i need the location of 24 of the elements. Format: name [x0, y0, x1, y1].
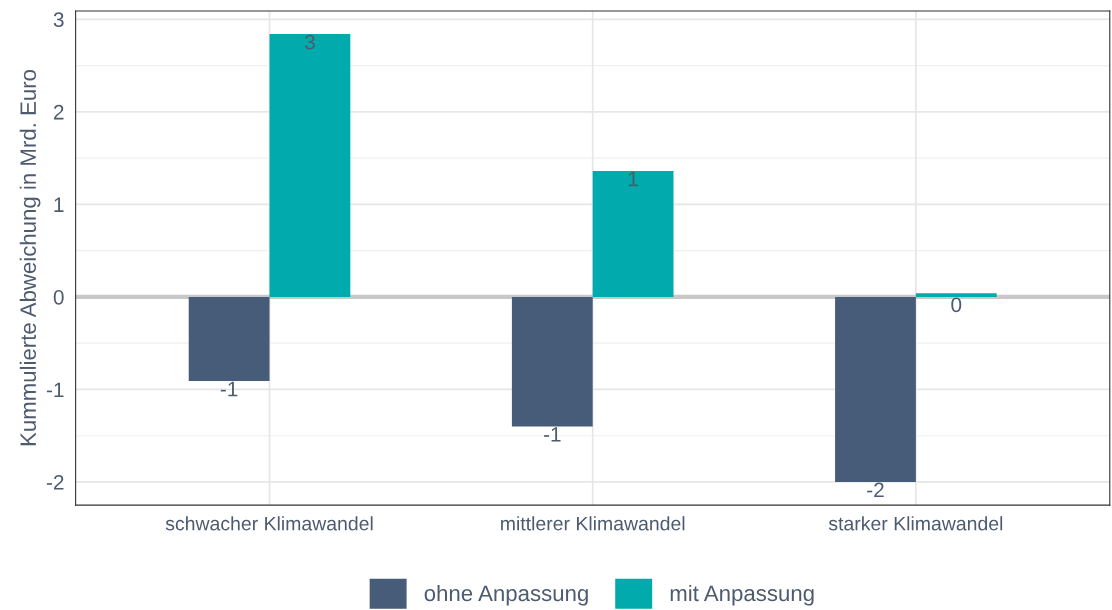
bar	[915, 293, 997, 297]
y-tick-label: -2	[46, 474, 64, 490]
data-label: 1	[628, 171, 638, 187]
y-tick-label: -1	[46, 382, 64, 397]
y-axis-title: Kummulierte Abweichung in Mrd. Euro	[19, 69, 41, 446]
x-tick-label: mittlerer Klimawandel	[501, 516, 685, 531]
data-label: -1	[543, 427, 561, 442]
legend-label: ohne Anpassung	[424, 584, 588, 606]
y-tick-label: 0	[53, 289, 64, 305]
x-tick-label: starker Klimawandel	[828, 516, 1003, 531]
bar	[188, 296, 270, 382]
data-label: 0	[951, 297, 962, 313]
bar	[592, 171, 674, 297]
y-tick-label: 2	[53, 104, 64, 120]
data-label: -1	[220, 381, 238, 397]
y-tick-label: 3	[53, 12, 64, 28]
bar	[835, 296, 916, 482]
bar	[511, 296, 593, 427]
x-tick-label: schwacher Klimawandel	[165, 516, 373, 531]
legend-label: mit Anpassung	[670, 584, 814, 606]
data-label: -2	[867, 482, 884, 498]
y-tick-label: 1	[54, 197, 64, 212]
bar	[269, 34, 351, 297]
data-label: 3	[304, 34, 315, 50]
